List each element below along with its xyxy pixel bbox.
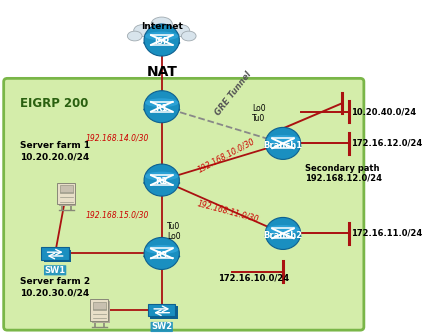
FancyBboxPatch shape (92, 302, 106, 310)
Text: Internet: Internet (141, 22, 183, 31)
Text: 10.20.40.0/24: 10.20.40.0/24 (351, 107, 416, 116)
Text: Branch1: Branch1 (263, 141, 303, 150)
FancyBboxPatch shape (148, 304, 176, 317)
FancyBboxPatch shape (150, 307, 178, 319)
Text: ISP: ISP (154, 37, 169, 46)
Circle shape (144, 91, 179, 123)
Ellipse shape (266, 135, 300, 144)
Text: Server farm 1: Server farm 1 (20, 141, 90, 150)
Ellipse shape (181, 31, 196, 41)
Text: 192.168.10.0/30: 192.168.10.0/30 (196, 136, 256, 174)
Circle shape (144, 24, 179, 56)
Text: R3: R3 (156, 250, 168, 260)
Text: SW1: SW1 (45, 266, 66, 275)
Text: Lo0: Lo0 (167, 232, 181, 241)
Text: R2: R2 (156, 177, 168, 186)
Text: 192.168.14.0/30: 192.168.14.0/30 (86, 134, 149, 143)
FancyBboxPatch shape (59, 185, 73, 193)
Ellipse shape (145, 172, 179, 180)
Ellipse shape (265, 142, 301, 150)
Ellipse shape (145, 245, 179, 254)
Text: SW2: SW2 (151, 323, 172, 331)
Ellipse shape (143, 252, 180, 260)
Text: GRE Tunnel: GRE Tunnel (214, 70, 253, 117)
Text: 172.16.12.0/24: 172.16.12.0/24 (351, 139, 422, 148)
FancyBboxPatch shape (4, 78, 364, 330)
Ellipse shape (266, 225, 300, 234)
Ellipse shape (134, 25, 151, 36)
FancyBboxPatch shape (42, 247, 69, 260)
Text: EIGRP 200: EIGRP 200 (20, 97, 89, 110)
Text: Tu0: Tu0 (252, 114, 265, 123)
Text: 192.168.11.0/30: 192.168.11.0/30 (196, 199, 259, 224)
Ellipse shape (143, 39, 180, 47)
Text: 192.168.15.0/30: 192.168.15.0/30 (86, 211, 149, 219)
Ellipse shape (143, 106, 180, 114)
Text: 172.16.10.0/24: 172.16.10.0/24 (218, 274, 289, 283)
Circle shape (265, 217, 301, 249)
Circle shape (265, 127, 301, 159)
Ellipse shape (145, 32, 179, 40)
Text: Server farm 2: Server farm 2 (20, 277, 90, 286)
FancyBboxPatch shape (57, 183, 75, 204)
Text: 192.168.12.0/24: 192.168.12.0/24 (305, 174, 382, 183)
Circle shape (144, 237, 179, 270)
Text: Tu0: Tu0 (167, 222, 181, 231)
Text: Secondary path: Secondary path (305, 164, 379, 173)
FancyBboxPatch shape (44, 250, 71, 263)
Ellipse shape (127, 31, 142, 41)
Ellipse shape (144, 31, 179, 39)
Text: NAT: NAT (146, 65, 177, 79)
Text: 10.20.20.0/24: 10.20.20.0/24 (20, 152, 89, 161)
Text: Lo0: Lo0 (252, 104, 265, 113)
FancyBboxPatch shape (59, 184, 76, 206)
Text: Branch2: Branch2 (263, 230, 303, 239)
Text: 172.16.11.0/24: 172.16.11.0/24 (351, 229, 422, 238)
Ellipse shape (172, 25, 190, 36)
Ellipse shape (145, 98, 179, 107)
FancyBboxPatch shape (90, 299, 108, 321)
Ellipse shape (265, 232, 301, 240)
Text: R1: R1 (156, 104, 168, 113)
FancyBboxPatch shape (92, 301, 109, 323)
Ellipse shape (143, 179, 180, 187)
Circle shape (144, 164, 179, 196)
Ellipse shape (151, 17, 172, 31)
Text: 10.20.30.0/24: 10.20.30.0/24 (20, 289, 89, 298)
